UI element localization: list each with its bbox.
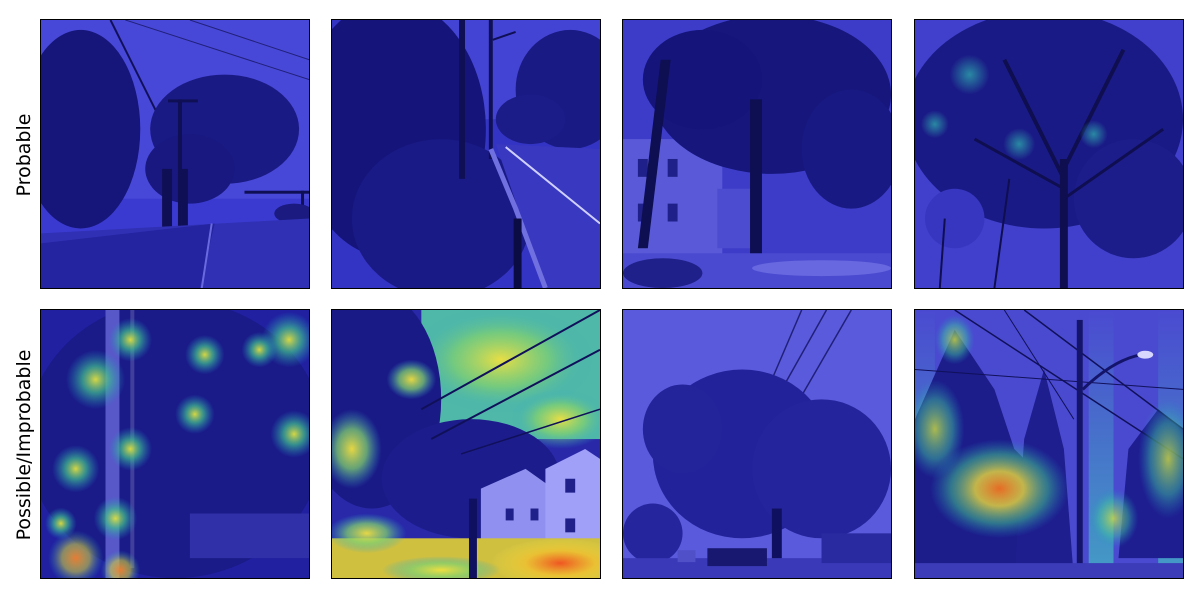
heatmap-image <box>41 20 309 288</box>
heatmap-image <box>332 310 600 578</box>
image-tile-row2-col4 <box>914 309 1184 579</box>
heatmap-image <box>623 20 891 288</box>
heatmap-image <box>332 20 600 288</box>
image-tile-row1-col4 <box>914 19 1184 289</box>
row-label-possible-improbable: Possible/Improbable <box>13 349 35 541</box>
heatmap-image <box>41 310 309 578</box>
image-tile-row1-col2 <box>331 19 601 289</box>
heatmap-image <box>623 310 891 578</box>
image-tile-row1-col3 <box>622 19 892 289</box>
image-tile-row2-col2 <box>331 309 601 579</box>
heatmap-image <box>915 310 1183 578</box>
row-label-probable: Probable <box>13 113 35 197</box>
image-tile-row2-col3 <box>622 309 892 579</box>
image-tile-row1-col1 <box>40 19 310 289</box>
image-tile-row2-col1 <box>40 309 310 579</box>
heatmap-image <box>915 20 1183 288</box>
